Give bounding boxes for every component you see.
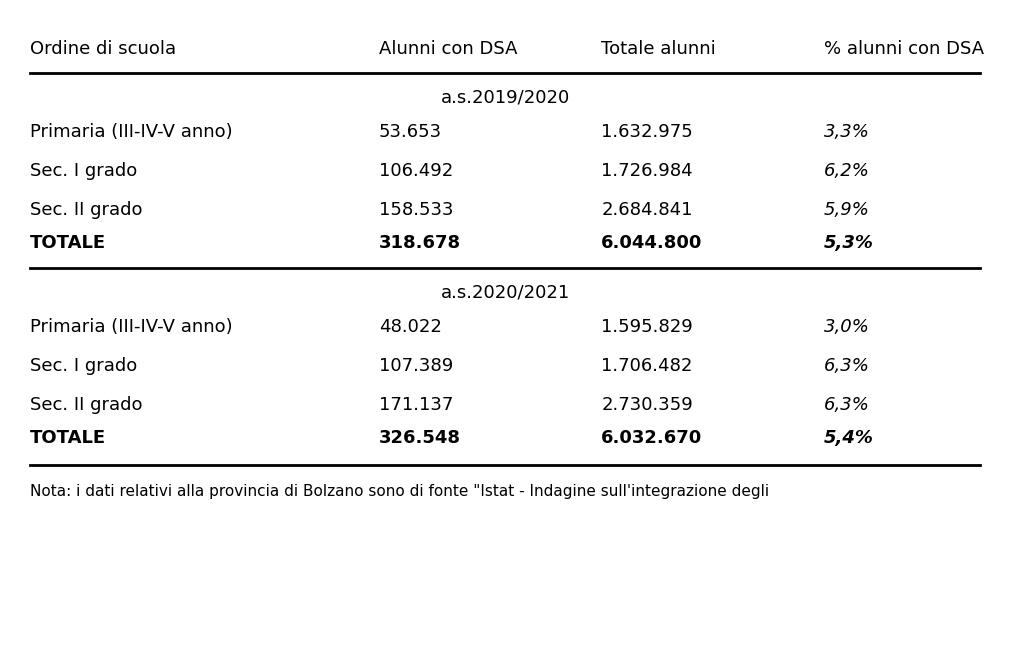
Text: Sec. I grado: Sec. I grado (31, 357, 137, 375)
Text: Primaria (III-IV-V anno): Primaria (III-IV-V anno) (31, 317, 232, 336)
Text: 6.032.670: 6.032.670 (601, 428, 702, 447)
Text: 1.632.975: 1.632.975 (601, 123, 693, 141)
Text: 6,2%: 6,2% (823, 162, 869, 180)
Text: 3,3%: 3,3% (823, 123, 869, 141)
Text: 53.653: 53.653 (379, 123, 442, 141)
Text: 5,3%: 5,3% (823, 234, 873, 252)
Text: a.s.2019/2020: a.s.2019/2020 (440, 89, 570, 107)
Text: 2.730.359: 2.730.359 (601, 396, 693, 414)
Text: 1.595.829: 1.595.829 (601, 317, 693, 336)
Text: 2.684.841: 2.684.841 (601, 201, 693, 219)
Text: 6.044.800: 6.044.800 (601, 234, 702, 252)
Text: 5,4%: 5,4% (823, 428, 873, 447)
Text: Totale alunni: Totale alunni (601, 40, 716, 58)
Text: 1.726.984: 1.726.984 (601, 162, 693, 180)
Text: 6,3%: 6,3% (823, 357, 869, 375)
Text: Primaria (III-IV-V anno): Primaria (III-IV-V anno) (31, 123, 232, 141)
Text: 1.706.482: 1.706.482 (601, 357, 693, 375)
Text: Sec. II grado: Sec. II grado (31, 396, 142, 414)
Text: Sec. II grado: Sec. II grado (31, 201, 142, 219)
Text: TOTALE: TOTALE (31, 234, 106, 252)
Text: TOTALE: TOTALE (31, 428, 106, 447)
Text: a.s.2020/2021: a.s.2020/2021 (440, 283, 570, 302)
Text: Sec. I grado: Sec. I grado (31, 162, 137, 180)
Text: 106.492: 106.492 (379, 162, 454, 180)
Text: 107.389: 107.389 (379, 357, 454, 375)
Text: Ordine di scuola: Ordine di scuola (31, 40, 176, 58)
Text: 48.022: 48.022 (379, 317, 442, 336)
Text: Nota: i dati relativi alla provincia di Bolzano sono di fonte "Istat - Indagine : Nota: i dati relativi alla provincia di … (31, 484, 769, 498)
Text: 318.678: 318.678 (379, 234, 461, 252)
Text: Alunni con DSA: Alunni con DSA (379, 40, 517, 58)
Text: 326.548: 326.548 (379, 428, 461, 447)
Text: 3,0%: 3,0% (823, 317, 869, 336)
Text: 158.533: 158.533 (379, 201, 454, 219)
Text: 6,3%: 6,3% (823, 396, 869, 414)
Text: 171.137: 171.137 (379, 396, 454, 414)
Text: 5,9%: 5,9% (823, 201, 869, 219)
Text: % alunni con DSA: % alunni con DSA (823, 40, 984, 58)
